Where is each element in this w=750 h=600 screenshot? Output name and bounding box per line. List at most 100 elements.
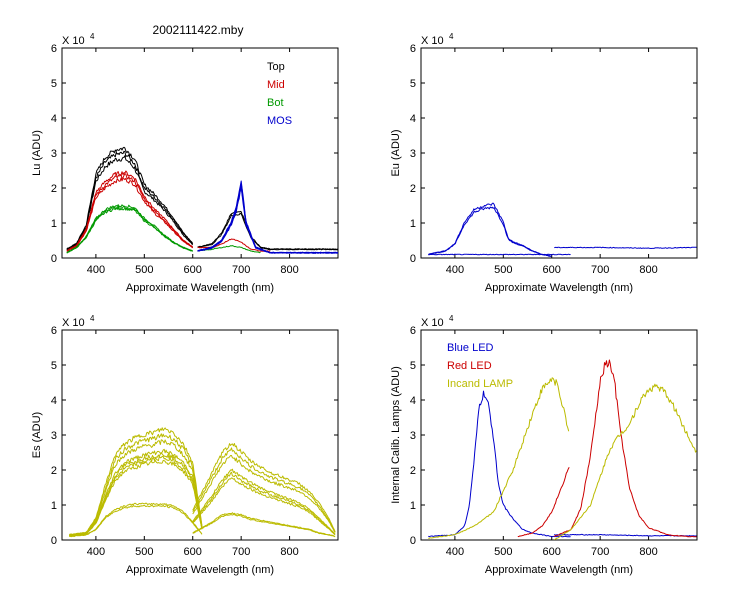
- y-tick-label: 1: [51, 218, 57, 230]
- y-tick-label: 2: [410, 465, 416, 477]
- y-tick-label: 5: [410, 360, 416, 372]
- y-tick-label: 5: [410, 78, 416, 90]
- y-tick-label: 4: [51, 113, 57, 125]
- x-tick-label: 600: [184, 546, 202, 558]
- legend-entry: Bot: [267, 97, 284, 109]
- series-group: [66, 146, 338, 254]
- series-line-es-mid: [69, 459, 203, 537]
- y-tick-label: 0: [410, 535, 416, 547]
- legend-entry: Red LED: [447, 360, 492, 372]
- series-line-mid: [66, 177, 194, 252]
- x-tick-label: 500: [135, 546, 153, 558]
- y-tick-label: 4: [410, 113, 416, 125]
- figure-title: 2002111422.mby: [153, 23, 244, 37]
- y-tick-label: 0: [51, 535, 57, 547]
- x-tick-label: 700: [591, 546, 609, 558]
- x-tick-label: 700: [232, 546, 250, 558]
- series-line-es-mid: [69, 453, 203, 537]
- x-tick-label: 400: [87, 264, 105, 276]
- y-axis-label: Internal Calib. Lamps (ADU): [390, 366, 402, 504]
- series-line-eu-base: [428, 253, 571, 256]
- x-axis-label: Approximate Wavelength (nm): [126, 564, 274, 576]
- y-tick-label: 0: [410, 253, 416, 265]
- series-line-incand-lamp: [428, 377, 570, 539]
- series-line-es-high: [68, 433, 203, 536]
- x-tick-label: 500: [494, 546, 512, 558]
- chart-eu: 0 1 2 3 4 5 6 400 500 600 700 800 Approximate Wavele…: [390, 32, 698, 294]
- series-line-red-led: [517, 467, 570, 538]
- scale-label: X 10: [62, 317, 85, 329]
- series-line-es-high: [69, 427, 203, 535]
- y-tick-label: 6: [51, 43, 57, 55]
- x-tick-label: 800: [280, 264, 298, 276]
- series-line-es-high: [69, 439, 203, 536]
- series-line-es-nir-low: [192, 514, 336, 538]
- chart-lu: 0 1 2 3 4 5 6 400 500 600 700 800 Approximate Wavele…: [31, 32, 339, 294]
- y-tick-label: 4: [51, 395, 57, 407]
- series-line-es-nir-high: [192, 443, 336, 532]
- series-line-top: [66, 155, 194, 251]
- series-line-es-nir-mid: [192, 477, 336, 536]
- series-line-es-nir-mid: [192, 468, 336, 535]
- series-group: [428, 202, 697, 257]
- series-line-eu: [428, 202, 552, 257]
- x-tick-label: 800: [639, 546, 657, 558]
- series-line-es-nir-high: [192, 455, 336, 533]
- y-tick-label: 2: [410, 183, 416, 195]
- y-tick-label: 1: [51, 500, 57, 512]
- series-line-es-mid: [69, 448, 203, 537]
- scale-exponent: 4: [90, 32, 95, 41]
- y-tick-label: 2: [51, 465, 57, 477]
- plot-frame: [61, 47, 339, 259]
- series-line-red-led-nir: [553, 359, 697, 538]
- series-line-mid: [66, 173, 194, 252]
- legend-entry: MOS: [267, 115, 292, 127]
- legend-entry: Top: [267, 61, 285, 73]
- y-tick-label: 0: [51, 253, 57, 265]
- series-line-mos: [197, 180, 338, 254]
- series-line-top-nir: [197, 210, 338, 250]
- series-group: [428, 359, 697, 540]
- x-tick-label: 800: [280, 546, 298, 558]
- x-tick-label: 500: [494, 264, 512, 276]
- scale-label: X 10: [421, 317, 444, 329]
- scale-exponent: 4: [90, 314, 95, 323]
- x-axis-label: Approximate Wavelength (nm): [485, 564, 633, 576]
- y-tick-label: 5: [51, 360, 57, 372]
- y-axis-label: Es (ADU): [31, 412, 43, 458]
- x-tick-label: 700: [591, 264, 609, 276]
- x-tick-label: 600: [543, 546, 561, 558]
- legend-entry: Mid: [267, 79, 285, 91]
- y-tick-label: 5: [51, 78, 57, 90]
- legend-entry: Blue LED: [447, 342, 494, 354]
- series-line-es-low: [69, 502, 203, 537]
- series-line-mos: [197, 185, 338, 254]
- x-tick-label: 500: [135, 264, 153, 276]
- y-tick-label: 4: [410, 395, 416, 407]
- y-tick-label: 1: [410, 218, 416, 230]
- legend-entry: Incand LAMP: [447, 378, 513, 390]
- series-line-mid: [66, 170, 194, 251]
- series-line-es-nir-high: [192, 447, 336, 533]
- x-tick-label: 700: [232, 264, 250, 276]
- scale-label: X 10: [421, 35, 444, 47]
- y-tick-label: 3: [51, 148, 57, 160]
- scale-exponent: 4: [449, 314, 454, 323]
- y-tick-label: 6: [51, 325, 57, 337]
- x-axis-label: Approximate Wavelength (nm): [126, 282, 274, 294]
- x-tick-label: 800: [639, 264, 657, 276]
- y-axis-label: Eu (ADU): [390, 129, 402, 176]
- x-tick-label: 400: [87, 546, 105, 558]
- y-tick-label: 3: [410, 148, 416, 160]
- chart-calib: 0 1 2 3 4 5 6 400 500 600 700 800 Approximate Wavele…: [390, 314, 698, 576]
- plot-frame: [61, 329, 339, 541]
- series-line-bot-nir: [197, 245, 261, 254]
- scale-label: X 10: [62, 35, 85, 47]
- scale-exponent: 4: [449, 32, 454, 41]
- chart-es: 0 1 2 3 4 5 6 400 500 600 700 800 Approximate Wavele…: [31, 314, 339, 576]
- series-group: [68, 427, 336, 538]
- series-line-top: [66, 150, 193, 250]
- y-tick-label: 2: [51, 183, 57, 195]
- y-tick-label: 1: [410, 500, 416, 512]
